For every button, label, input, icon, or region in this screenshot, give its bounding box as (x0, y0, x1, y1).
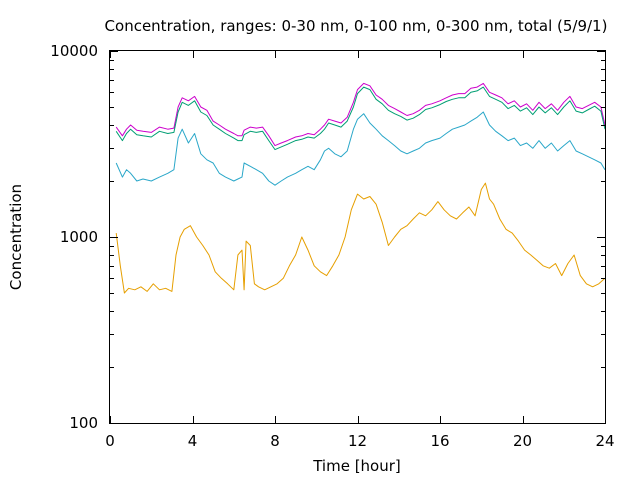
x-tick-label: 24 (595, 432, 614, 450)
y-tick-label: 1000 (60, 228, 98, 246)
y-tick-label: 10000 (50, 42, 98, 60)
x-tick-label: 4 (188, 432, 198, 450)
chart-title: Concentration, ranges: 0-30 nm, 0-100 nm… (105, 17, 608, 35)
plot-frame (109, 50, 606, 424)
series-layer (115, 82, 606, 294)
series-line-range_0_300 (115, 86, 606, 151)
series-line-range_0_100 (115, 111, 606, 186)
ticks-layer: 0 4 8 12 16 20 24 100 1000 10000 (50, 42, 614, 450)
x-axis-title: Time [hour] (312, 457, 401, 475)
x-tick-label: 20 (513, 432, 532, 450)
series-line-total (115, 82, 606, 147)
x-tick-label: 16 (430, 432, 449, 450)
y-axis-title: Concentration (7, 184, 25, 290)
x-tick-label: 0 (105, 432, 115, 450)
series-line-range_0_30 (115, 182, 606, 294)
x-tick-label: 12 (348, 432, 367, 450)
y-tick-label: 100 (69, 414, 98, 432)
x-tick-label: 8 (270, 432, 280, 450)
